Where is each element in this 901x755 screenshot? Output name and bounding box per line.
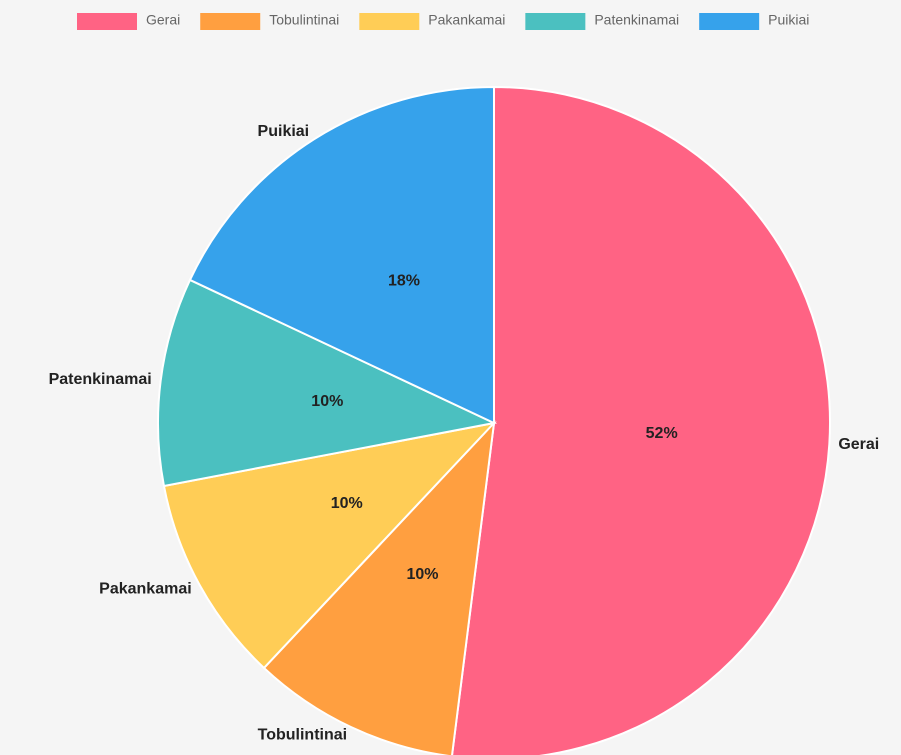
category-label: Tobulintinai: [258, 726, 347, 743]
value-label: 52%: [646, 425, 678, 442]
legend-label: Puikiai: [768, 12, 809, 28]
legend-swatch: [77, 13, 137, 30]
legend-swatch: [200, 13, 261, 30]
legend-label: Gerai: [146, 12, 180, 28]
pie-slice: [157, 278, 498, 488]
value-label: 10%: [311, 393, 343, 410]
value-label: 10%: [331, 495, 363, 512]
category-label: Patenkinamai: [49, 371, 152, 388]
legend-swatch: [699, 13, 760, 30]
legend-swatch: [525, 13, 586, 30]
category-label: Gerai: [838, 436, 879, 453]
category-label: Puikiai: [258, 123, 310, 140]
legend-swatch: [359, 13, 420, 30]
pie-slice: [162, 421, 497, 670]
legend-label: Tobulintinai: [269, 12, 339, 28]
pie-slice: [262, 420, 496, 755]
value-label: 10%: [406, 566, 438, 583]
pie-slice: [188, 85, 495, 425]
pie-slice: [451, 85, 831, 755]
legend-label: Patenkinamai: [594, 12, 679, 28]
value-label: 18%: [388, 272, 420, 289]
category-label: Pakankamai: [99, 580, 192, 597]
legend-label: Pakankamai: [428, 12, 505, 28]
